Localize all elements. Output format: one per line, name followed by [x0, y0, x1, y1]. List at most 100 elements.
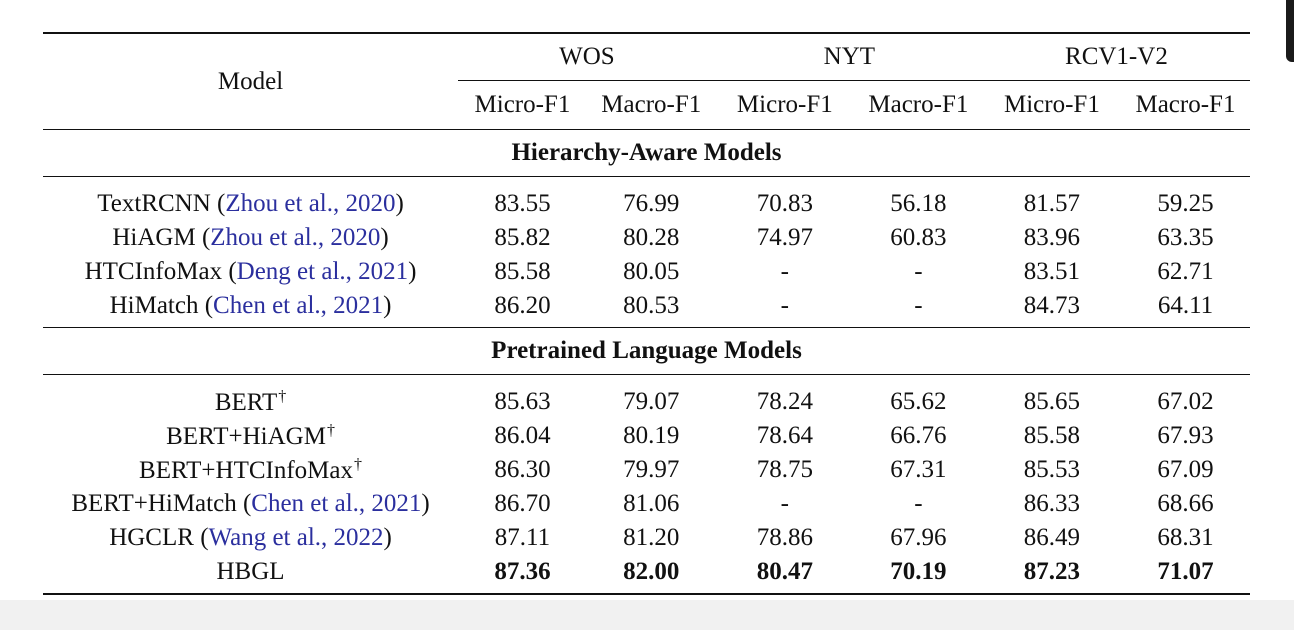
score-cell: 76.99 [623, 190, 680, 217]
model-cell: TextRCNN (Zhou et al., 2020) [97, 190, 404, 217]
citation-link[interactable]: Deng et al., 2021 [236, 258, 409, 285]
score-cell: 85.53 [1023, 456, 1081, 483]
score-cell: - [715, 289, 854, 328]
score-cell: 62.71 [1157, 258, 1214, 285]
score-cell: 67.31 [890, 456, 947, 483]
model-name: HTCInfoMax [84, 258, 223, 285]
citation-link[interactable]: Chen et al., 2021 [251, 490, 422, 517]
score-cell: 79.97 [623, 456, 680, 483]
score-cell: 66.76 [890, 422, 947, 449]
score-cell: - [780, 258, 789, 285]
score-cell: 83.96 [1023, 224, 1081, 251]
model-cell: BERT+HTCInfoMax† [43, 453, 458, 487]
window-edge-tab [1286, 0, 1294, 62]
metric-header: Macro-F1 [1120, 80, 1250, 130]
score-cell: - [780, 490, 789, 517]
table-row: HiAGM (Zhou et al., 2020) 85.82 80.28 74.97… [43, 221, 1250, 255]
score-cell: 82.00 [586, 555, 716, 595]
score-cell: 86.30 [494, 456, 551, 483]
score-cell: 81.06 [623, 490, 680, 517]
score-cell: 80.28 [623, 224, 680, 251]
score-cell: 80.05 [623, 258, 680, 285]
score-cell: 78.75 [756, 456, 813, 483]
score-cell: 65.62 [890, 388, 947, 415]
model-name: BERT+HiAGM [166, 422, 326, 450]
table-row: HGCLR (Wang et al., 2022) 87.11 81.20 78.86… [43, 521, 1250, 555]
score-cell: 87.23 [982, 555, 1121, 595]
score-cell: 78.86 [756, 524, 813, 551]
score-cell: 78.24 [756, 388, 813, 415]
score-cell: 86.70 [494, 490, 551, 517]
score-cell: 70.19 [853, 555, 983, 595]
citation-link[interactable]: Zhou et al., 2020 [210, 224, 381, 251]
model-cell: BERT† [43, 375, 458, 420]
score-cell: 86.33 [1023, 490, 1081, 517]
score-cell: 85.65 [1023, 388, 1081, 415]
score-cell: 68.66 [1157, 490, 1214, 517]
metric-header: Micro-F1 [715, 80, 854, 130]
score-cell: 85.82 [494, 224, 551, 251]
dataset-header-rcv1: RCV1-V2 [982, 32, 1250, 81]
score-cell: 85.63 [494, 388, 551, 415]
model-cell: BERT+HiAGM† [43, 419, 458, 453]
score-cell: 80.19 [623, 422, 680, 449]
score-cell: 81.57 [1023, 190, 1081, 217]
score-cell: 74.97 [756, 224, 813, 251]
table-row: BERT+HiMatch (Chen et al., 2021) 86.70 81.… [43, 487, 1250, 521]
score-cell: - [914, 490, 923, 517]
citation-link[interactable]: Wang et al., 2022 [208, 524, 384, 551]
model-cell: HTCInfoMax (Deng et al., 2021) [84, 258, 417, 285]
citation-link[interactable]: Chen et al., 2021 [213, 292, 384, 319]
model-cell: HGCLR (Wang et al., 2022) [109, 524, 392, 551]
score-cell: 86.20 [458, 289, 587, 328]
score-cell: 80.53 [586, 289, 716, 328]
model-name: TextRCNN [97, 190, 211, 217]
model-name: BERT+HTCInfoMax [139, 456, 354, 484]
model-column-header: Model [43, 32, 459, 130]
metric-header: Macro-F1 [586, 80, 716, 130]
table-row: HBGL 87.36 82.00 80.47 70.19 87.23 71.07 [43, 555, 1250, 595]
model-cell: HiMatch (Chen et al., 2021) [43, 289, 459, 328]
citation-link[interactable]: Zhou et al., 2020 [225, 190, 396, 217]
model-name: BERT [214, 388, 278, 416]
dataset-header-nyt: NYT [715, 32, 983, 81]
model-name: HiAGM [112, 224, 196, 251]
score-cell: 81.20 [623, 524, 680, 551]
model-name: HiMatch [109, 292, 199, 319]
model-cell: HiAGM (Zhou et al., 2020) [112, 224, 389, 251]
score-cell: 67.09 [1157, 456, 1214, 483]
model-name: HGCLR [109, 524, 194, 551]
metric-header: Micro-F1 [982, 80, 1121, 130]
score-cell: 80.47 [715, 555, 854, 595]
score-cell: 84.73 [982, 289, 1121, 328]
table-row: TextRCNN (Zhou et al., 2020) 83.55 76.99 70… [43, 177, 1250, 222]
score-cell: 70.83 [756, 190, 813, 217]
score-cell: 87.36 [458, 555, 587, 595]
section-title: Hierarchy-Aware Models [43, 129, 1250, 177]
metric-header: Micro-F1 [458, 80, 587, 130]
score-cell: 67.93 [1157, 422, 1214, 449]
dagger-mark: † [278, 387, 287, 405]
score-cell: 85.58 [1023, 422, 1081, 449]
score-cell: 56.18 [890, 190, 947, 217]
table-row: HTCInfoMax (Deng et al., 2021) 85.58 80.05… [43, 255, 1250, 289]
score-cell: 86.04 [494, 422, 551, 449]
score-cell: 79.07 [623, 388, 680, 415]
score-cell: 64.11 [1120, 289, 1250, 328]
score-cell: - [853, 289, 983, 328]
score-cell: 67.96 [890, 524, 947, 551]
table-row: HiMatch (Chen et al., 2021) 86.20 80.53- -8… [43, 289, 1250, 328]
score-cell: 59.25 [1157, 190, 1214, 217]
dagger-mark: † [354, 455, 363, 473]
table-row: BERT+HiAGM† 86.04 80.19 78.64 66.76 85.58 67.9… [43, 419, 1250, 453]
score-cell: 68.31 [1157, 524, 1214, 551]
table-row: BERT† 85.63 79.07 78.24 65.62 85.65 67.02 [43, 375, 1250, 420]
score-cell: 63.35 [1157, 224, 1214, 251]
model-name: HBGL [216, 558, 285, 585]
metric-header: Macro-F1 [853, 80, 983, 130]
score-cell: 83.55 [494, 190, 551, 217]
score-cell: 87.11 [494, 524, 551, 551]
score-cell: 78.64 [756, 422, 813, 449]
score-cell: 85.58 [494, 258, 551, 285]
dataset-header-wos: WOS [458, 32, 716, 81]
